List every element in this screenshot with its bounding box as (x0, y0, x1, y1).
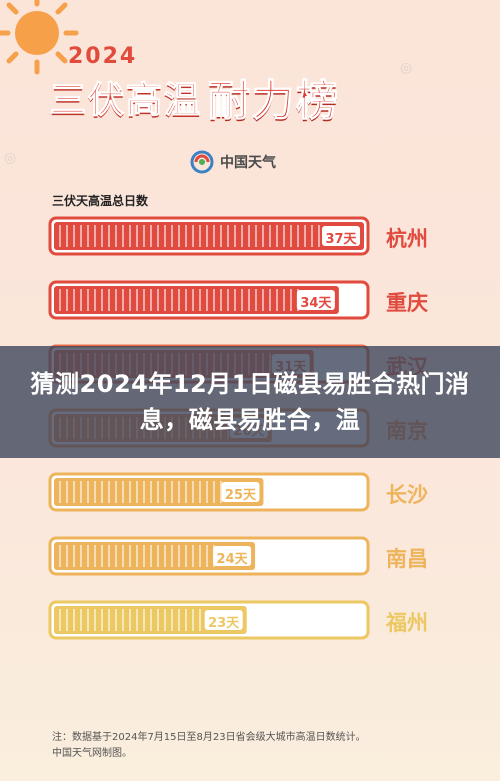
value-label: 24天 (216, 552, 248, 567)
bar (54, 542, 256, 570)
category-label: 杭州 (386, 227, 428, 251)
bar (54, 286, 339, 314)
bar (54, 222, 364, 250)
watermark: ◎ (400, 60, 413, 76)
category-label: 南昌 (386, 547, 428, 571)
headline-text[interactable]: 猜测2024年12月1日磁县易胜合热门消息，磁县易胜合，温 (30, 370, 470, 434)
value-label-box (296, 290, 335, 310)
value-label: 34天 (300, 296, 332, 311)
page-title: 三伏高温 耐力榜 (49, 66, 341, 128)
weather-logo-icon (190, 150, 214, 174)
sun-icon (0, 0, 79, 75)
title-part2: 耐力榜 (208, 75, 341, 125)
title-part1: 三伏高温 (49, 80, 203, 122)
brand-logo: 中国天气 (190, 150, 276, 174)
value-label: 23天 (208, 616, 240, 631)
header-year: 2024 (68, 44, 138, 69)
headline-banner (0, 346, 500, 458)
footnote: 注：数据基于2024年7月15日至8月23日省会级大城市高温日数统计。 中国天气… (52, 730, 472, 762)
value-label-box (204, 610, 243, 630)
value-label: 25天 (224, 488, 256, 503)
footnote-line2: 中国天气网制图。 (52, 748, 132, 759)
footnote-line1: 注：数据基于2024年7月15日至8月23日省会级大城市高温日数统计。 (52, 732, 366, 743)
value-label-box (213, 546, 252, 566)
value-label-box (221, 482, 260, 502)
value-label-box (322, 226, 360, 246)
category-label: 福州 (386, 611, 428, 635)
category-label: 长沙 (386, 483, 428, 507)
watermark: ◎ (4, 150, 17, 166)
chart-subtitle: 三伏天高温总日数 (52, 194, 149, 208)
value-label: 37天 (325, 232, 357, 247)
logo-text: 中国天气 (220, 155, 276, 171)
category-label: 重庆 (386, 291, 428, 315)
